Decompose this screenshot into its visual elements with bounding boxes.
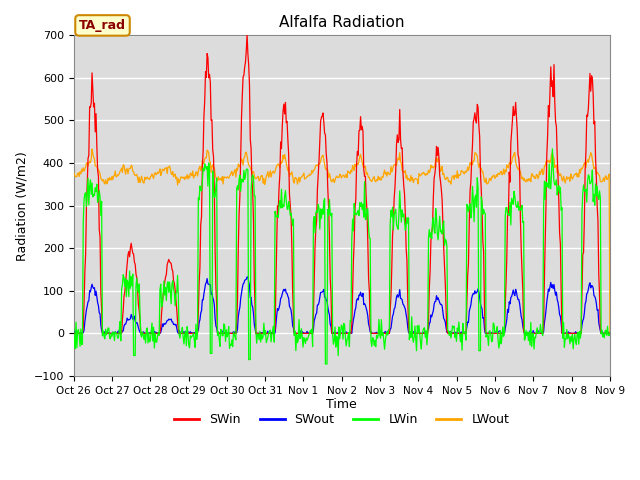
SWout xyxy=(557,320,565,326)
LWin xyxy=(321,361,329,367)
SWin xyxy=(522,330,530,336)
LWin xyxy=(213,175,221,181)
Text: TA_rad: TA_rad xyxy=(79,19,126,32)
LWout xyxy=(557,171,564,177)
LWout xyxy=(88,146,96,152)
LWin xyxy=(245,357,253,362)
LWin xyxy=(70,326,77,332)
SWout xyxy=(606,330,614,336)
SWin xyxy=(213,303,221,309)
SWout xyxy=(157,326,165,332)
Line: SWout: SWout xyxy=(74,277,610,333)
LWin xyxy=(522,327,530,333)
LWout xyxy=(85,160,93,166)
LWin xyxy=(557,207,565,213)
SWout xyxy=(70,330,78,336)
SWin xyxy=(606,330,614,336)
SWin xyxy=(157,324,164,330)
LWin xyxy=(548,146,556,152)
LWin xyxy=(157,281,164,287)
SWout xyxy=(246,295,254,301)
SWout xyxy=(70,330,77,336)
Line: LWout: LWout xyxy=(74,149,610,333)
LWout xyxy=(214,178,221,184)
Y-axis label: Radiation (W/m2): Radiation (W/m2) xyxy=(15,151,28,261)
LWout xyxy=(70,169,77,175)
SWout xyxy=(214,330,221,336)
LWout xyxy=(606,330,614,336)
SWin xyxy=(246,82,253,88)
Line: SWin: SWin xyxy=(74,35,610,333)
LWin xyxy=(606,330,614,336)
SWout xyxy=(523,330,531,336)
Line: LWin: LWin xyxy=(74,149,610,364)
LWout xyxy=(157,170,165,176)
X-axis label: Time: Time xyxy=(326,398,357,411)
Legend: SWin, SWout, LWin, LWout: SWin, SWout, LWin, LWout xyxy=(170,408,515,431)
LWout xyxy=(522,179,530,185)
Title: Alfalfa Radiation: Alfalfa Radiation xyxy=(279,15,404,30)
SWin xyxy=(70,330,77,336)
SWin xyxy=(557,241,564,247)
SWin xyxy=(243,32,251,37)
SWout xyxy=(243,274,251,280)
SWin xyxy=(85,152,93,158)
LWin xyxy=(85,202,93,208)
LWout xyxy=(246,163,253,168)
SWout xyxy=(86,288,93,294)
